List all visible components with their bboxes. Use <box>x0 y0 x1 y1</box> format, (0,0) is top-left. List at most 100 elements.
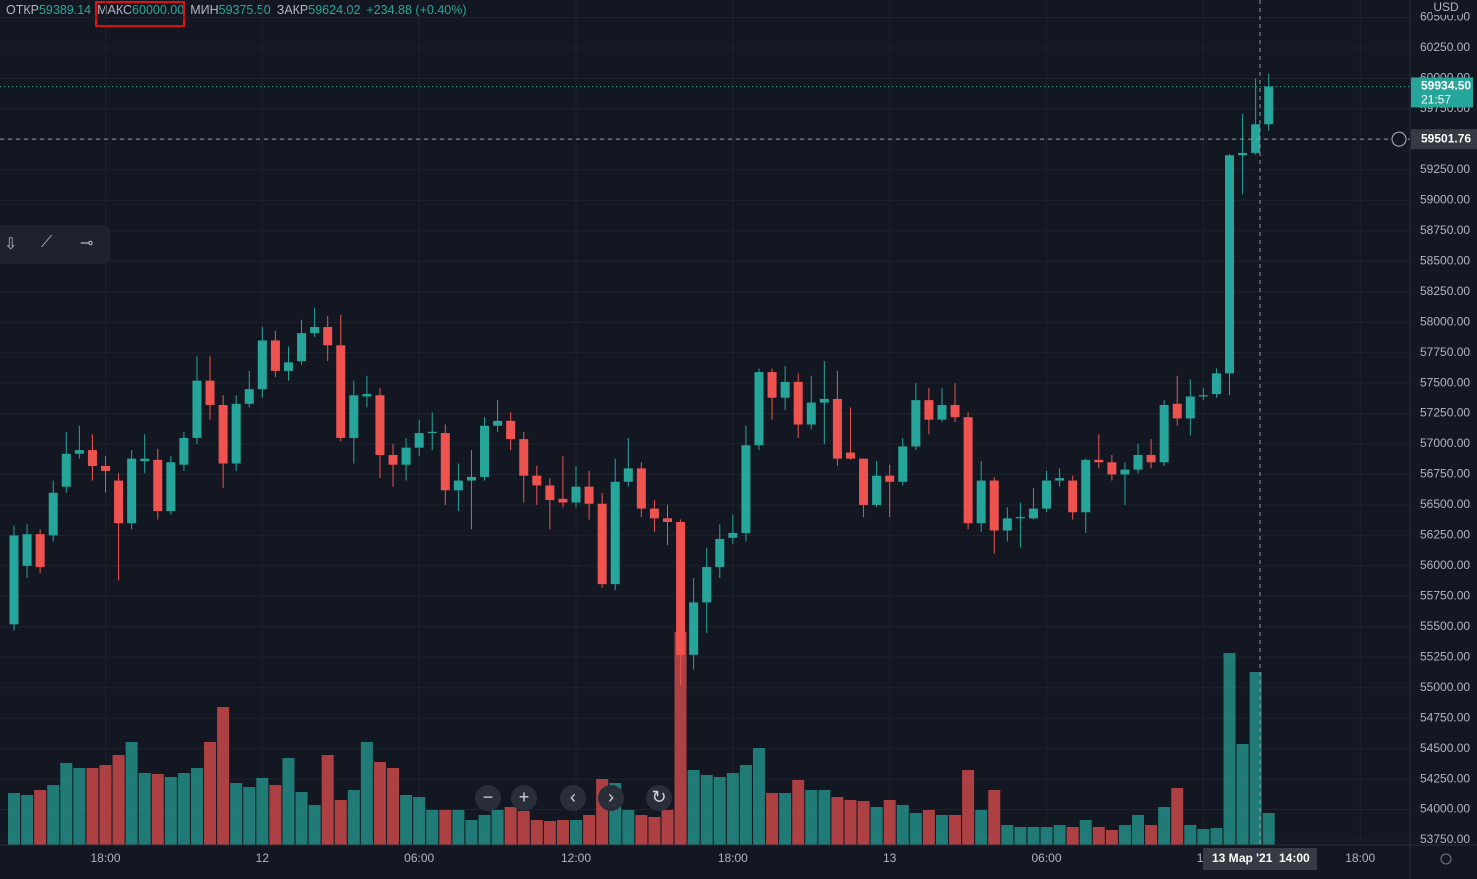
volume-bar <box>883 800 896 845</box>
volume-bar <box>8 793 20 845</box>
volume-bar <box>1014 827 1027 845</box>
candle-body <box>532 475 542 486</box>
y-tick-label: 57500.00 <box>1420 375 1470 389</box>
scroll-right[interactable]: › <box>598 785 624 811</box>
volume-bar <box>975 810 988 845</box>
candle-body <box>1172 403 1182 419</box>
icon[interactable]: ⟋ <box>41 234 53 251</box>
volume-bar <box>556 820 569 845</box>
candle-body <box>100 465 110 471</box>
candle-body <box>9 535 19 625</box>
volume-bar <box>230 783 243 845</box>
candle-body <box>153 459 163 512</box>
candle-body <box>35 534 45 568</box>
y-tick-label: 58750.00 <box>1420 223 1470 237</box>
candle-body <box>414 433 424 448</box>
candle-body <box>1211 373 1221 395</box>
volume-bar <box>1249 672 1262 845</box>
volume-bar <box>504 807 517 845</box>
candle-body <box>493 420 503 426</box>
candle-body <box>689 602 699 655</box>
volume-bar <box>1184 825 1197 845</box>
change: +234.88 (+0.40%) <box>366 3 467 17</box>
candle-body <box>937 405 947 420</box>
volume-bar <box>1066 827 1079 845</box>
icon[interactable]: ⊸ <box>80 235 94 252</box>
candle-body <box>1094 459 1104 463</box>
candle-body <box>780 381 790 398</box>
zoom-out[interactable]: − <box>475 785 501 811</box>
y-tick-label: 56750.00 <box>1420 467 1470 481</box>
scroll-left[interactable]: ‹ <box>560 785 586 811</box>
candle-body <box>623 468 633 482</box>
candle-body <box>1068 480 1078 513</box>
candle-body <box>597 503 607 585</box>
volume-bar <box>34 790 47 845</box>
volume-bar <box>1105 830 1118 845</box>
volume-bar <box>308 805 321 845</box>
candle-body <box>924 400 934 420</box>
candle-body <box>297 333 307 362</box>
volume-bar <box>648 817 661 845</box>
candle-body <box>1264 86 1274 125</box>
volume-bar <box>426 810 439 845</box>
y-tick-label: 54250.00 <box>1420 771 1470 785</box>
candle-body <box>114 480 124 524</box>
candle-body <box>440 433 450 491</box>
candle-body <box>244 389 254 404</box>
candle-body <box>466 476 476 481</box>
y-tick-label: 55250.00 <box>1420 649 1470 663</box>
candle-body <box>140 458 150 462</box>
volume-bar <box>1171 788 1184 845</box>
candle-body <box>310 327 320 334</box>
volume-bar <box>190 768 203 845</box>
candle-body <box>819 398 829 403</box>
reset[interactable]: ↻ <box>646 785 672 811</box>
volume-bar <box>1197 829 1210 845</box>
icon[interactable]: ⇩ <box>4 236 18 253</box>
y-tick-label: 56250.00 <box>1420 528 1470 542</box>
value: 59375.50 <box>218 3 271 17</box>
volume-bar <box>138 773 151 845</box>
volume-bar <box>805 790 818 845</box>
volume-bar <box>217 707 230 845</box>
volume-bar <box>1223 653 1236 845</box>
volume-bar <box>818 790 831 845</box>
volume-bar <box>334 800 347 845</box>
candle-body <box>545 485 555 501</box>
volume-bar <box>86 768 99 845</box>
candle-body <box>636 468 646 509</box>
candle-body <box>610 481 620 585</box>
crosshair-price: 59501.76 <box>1421 131 1471 145</box>
candle-body <box>558 498 568 503</box>
volume-bar <box>543 821 556 845</box>
candle-body <box>767 372 777 398</box>
y-tick-label: 56500.00 <box>1420 497 1470 511</box>
volume-bar <box>752 748 765 845</box>
volume-bar <box>1262 813 1275 845</box>
y-tick-label: 56000.00 <box>1420 558 1470 572</box>
y-tick-label: 54000.00 <box>1420 802 1470 816</box>
candle-body <box>989 480 999 531</box>
volume-bar <box>243 787 256 845</box>
candle-body <box>885 475 895 482</box>
settings-icon[interactable] <box>1440 853 1452 865</box>
candle-body <box>401 447 411 465</box>
candle-body <box>649 508 659 519</box>
y-tick-label: 57250.00 <box>1420 406 1470 420</box>
volume-bar <box>400 795 413 845</box>
zoom-in[interactable]: + <box>511 785 537 811</box>
volume-bar <box>949 815 962 845</box>
candle-body <box>1159 405 1169 463</box>
candle-body <box>87 450 97 466</box>
candle-body <box>218 405 228 464</box>
volume-bar <box>73 768 86 845</box>
candle-body <box>702 567 712 603</box>
volume-bar <box>1132 815 1145 845</box>
y-tick-label: 55750.00 <box>1420 588 1470 602</box>
y-tick-label: 58500.00 <box>1420 253 1470 267</box>
x-tick-label: 18:00 <box>718 851 748 865</box>
crosshair-time-box <box>1203 848 1317 870</box>
candle-body <box>1185 396 1195 419</box>
